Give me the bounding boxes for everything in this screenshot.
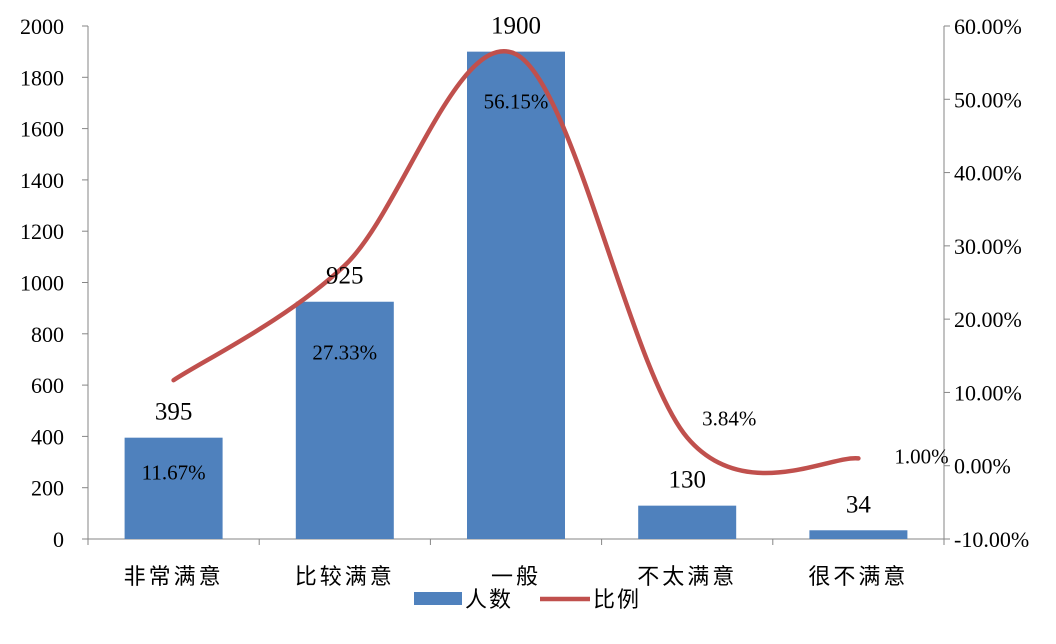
x-category-label: 非常满意	[124, 564, 224, 589]
x-category-label: 比较满意	[295, 564, 395, 589]
ratio-value-label: 1.00%	[894, 444, 948, 468]
y-right-tick-label: 10.00%	[954, 380, 1022, 405]
y-left-tick-label: 800	[31, 322, 64, 347]
bars-layer	[125, 52, 908, 539]
y-left-tick-label: 600	[31, 373, 64, 398]
y-right-tick-label: 0.00%	[954, 454, 1011, 479]
bar	[125, 438, 223, 539]
y-left-tick-label: 2000	[20, 14, 64, 39]
bar	[638, 506, 736, 539]
bar-value-label: 1900	[491, 13, 541, 40]
y-left-tick-label: 0	[53, 527, 64, 552]
bar-value-label: 395	[155, 399, 193, 426]
x-category-label: 很不满意	[808, 564, 908, 589]
y-left-tick-label: 1600	[20, 117, 64, 142]
y-right-tick-label: 30.00%	[954, 234, 1022, 259]
y-left-tick-label: 400	[31, 424, 64, 449]
legend: 人数 比例	[414, 587, 641, 612]
bar	[809, 530, 907, 539]
bar	[467, 52, 565, 539]
x-category-label: 不太满意	[637, 564, 737, 589]
bar-value-label: 925	[326, 263, 364, 290]
legend-label-bar: 人数	[465, 587, 513, 612]
bar-value-label: 34	[846, 491, 872, 518]
ratio-value-label: 56.15%	[484, 90, 549, 114]
y-left-tick-label: 1800	[20, 65, 64, 90]
ratio-value-label: 27.33%	[312, 341, 377, 365]
y-left-tick-label: 1400	[20, 168, 64, 193]
y-right-tick-label: 20.00%	[954, 307, 1022, 332]
ratio-value-label: 3.84%	[702, 407, 756, 431]
bar-value-label: 130	[668, 467, 706, 494]
y-right-tick-label: 40.00%	[954, 161, 1022, 186]
y-left-tick-label: 1200	[20, 219, 64, 244]
ratio-value-label: 11.67%	[142, 461, 206, 485]
y-right-tick-label: 50.00%	[954, 87, 1022, 112]
y-right-tick-label: 60.00%	[954, 14, 1022, 39]
legend-label-line: 比例	[593, 587, 641, 612]
bar	[296, 302, 394, 539]
legend-swatch-bar	[414, 592, 462, 605]
y-right-tick-label: -10.00%	[954, 527, 1029, 552]
x-category-label: 一般	[491, 564, 541, 589]
y-left-tick-label: 1000	[20, 271, 64, 296]
y-left-tick-label: 200	[31, 476, 64, 501]
